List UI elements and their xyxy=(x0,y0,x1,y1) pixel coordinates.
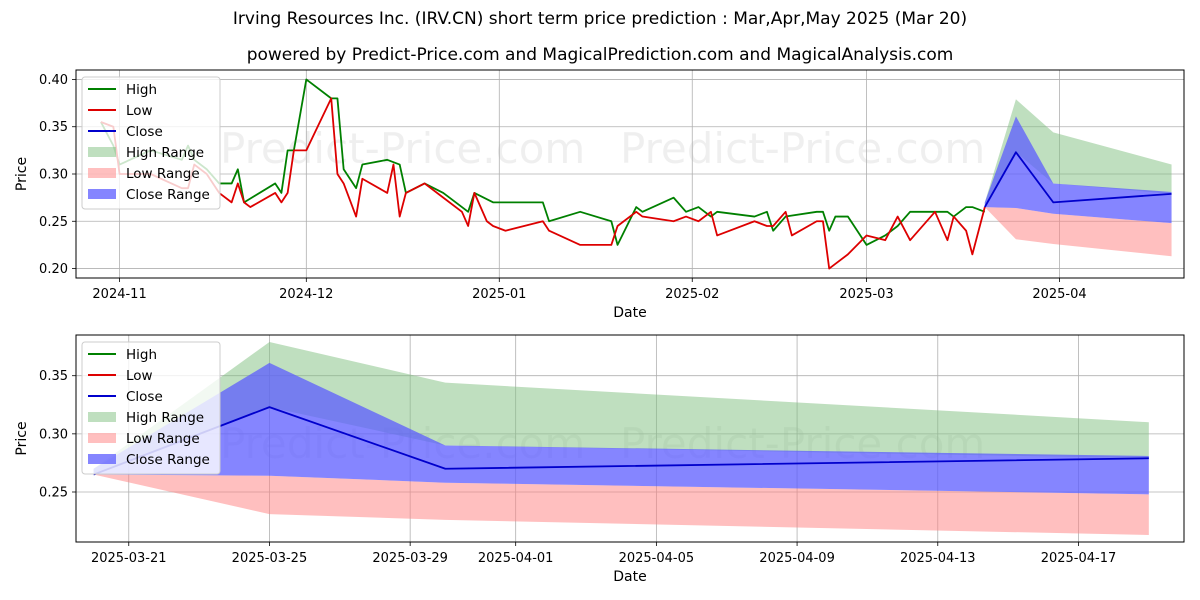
chart-subtitle: powered by Predict-Price.com and Magical… xyxy=(246,45,954,65)
legend-label: Close Range xyxy=(126,452,210,468)
legend: High Low Close High Range Low Range Close Ran… xyxy=(81,341,221,475)
x-tick-label: 2025-04-05 xyxy=(619,551,695,566)
low-line xyxy=(100,97,986,270)
x-tick-label: 2025-04 xyxy=(1032,287,1086,302)
y-tick-label: 0.35 xyxy=(39,369,68,384)
watermark-text: Predict-Price.com xyxy=(220,274,585,323)
y-tick-label: 0.20 xyxy=(39,262,68,277)
low-range-area xyxy=(93,474,1149,536)
legend-label: Low Range xyxy=(126,166,200,182)
x-tick-label: 2025-03-25 xyxy=(232,551,308,566)
legend: High Low Close High Range Low Range Close Ran… xyxy=(81,76,221,210)
plot-frame xyxy=(75,334,1185,543)
legend-label: Close xyxy=(126,389,163,405)
legend-label: Low xyxy=(126,103,153,119)
legend-swatch xyxy=(88,433,116,443)
x-tick-label: 2024-11 xyxy=(92,287,146,302)
legend-swatch xyxy=(88,168,116,178)
x-axis-label: Date xyxy=(613,305,646,321)
chart-title: Irving Resources Inc. (IRV.CN) short ter… xyxy=(232,9,968,29)
legend-swatch xyxy=(88,454,116,464)
x-tick-label: 2025-04-09 xyxy=(759,551,835,566)
legend-box xyxy=(81,76,221,210)
x-tick-label: 2025-03 xyxy=(839,287,893,302)
x-tick-label: 2025-03-29 xyxy=(372,551,448,566)
x-axis-label: Date xyxy=(613,569,646,585)
x-tick-label: 2025-04-17 xyxy=(1041,551,1117,566)
high-range-area xyxy=(93,341,1149,475)
y-axis-label: Price xyxy=(14,157,30,191)
legend-label: Close Range xyxy=(126,187,210,203)
y-tick-label: 0.30 xyxy=(39,427,68,442)
legend-swatch xyxy=(88,147,116,157)
high-line xyxy=(100,78,986,246)
y-tick-label: 0.35 xyxy=(39,120,68,135)
legend-label: High xyxy=(126,82,157,98)
x-tick-label: 2025-02 xyxy=(665,287,719,302)
y-axis-label: Price xyxy=(14,421,30,455)
bottom-chart-panel: Predict-Price.comPredict-Price.com2025-0… xyxy=(14,334,1185,585)
legend-label: High xyxy=(126,347,157,363)
x-tick-label: 2025-01 xyxy=(472,287,526,302)
low-range-area xyxy=(984,207,1172,257)
y-tick-label: 0.25 xyxy=(39,485,68,500)
y-tick-label: 0.40 xyxy=(39,73,68,88)
legend-label: High Range xyxy=(126,145,204,161)
top-chart-panel: Predict-Price.com Predict-Price.com Predic… xyxy=(14,69,1185,323)
legend-label: Close xyxy=(126,124,163,140)
y-tick-label: 0.30 xyxy=(39,168,68,183)
watermark-text: Predict-Price.com xyxy=(620,124,985,173)
x-tick-label: 2024-12 xyxy=(279,287,333,302)
legend-swatch xyxy=(88,412,116,422)
y-tick-label: 0.25 xyxy=(39,215,68,230)
legend-label: Low Range xyxy=(126,431,200,447)
watermark-text: Predict-Price.com xyxy=(620,274,985,323)
x-tick-label: 2025-04-13 xyxy=(900,551,976,566)
legend-label: High Range xyxy=(126,410,204,426)
legend-label: Low xyxy=(126,368,153,384)
watermark-text: Predict-Price.com xyxy=(220,124,585,173)
close-line xyxy=(984,151,1172,208)
legend-swatch xyxy=(88,189,116,199)
x-tick-label: 2025-04-01 xyxy=(478,551,554,566)
high-range-area xyxy=(984,99,1172,208)
legend-box xyxy=(81,341,221,475)
x-tick-label: 2025-03-21 xyxy=(91,551,167,566)
